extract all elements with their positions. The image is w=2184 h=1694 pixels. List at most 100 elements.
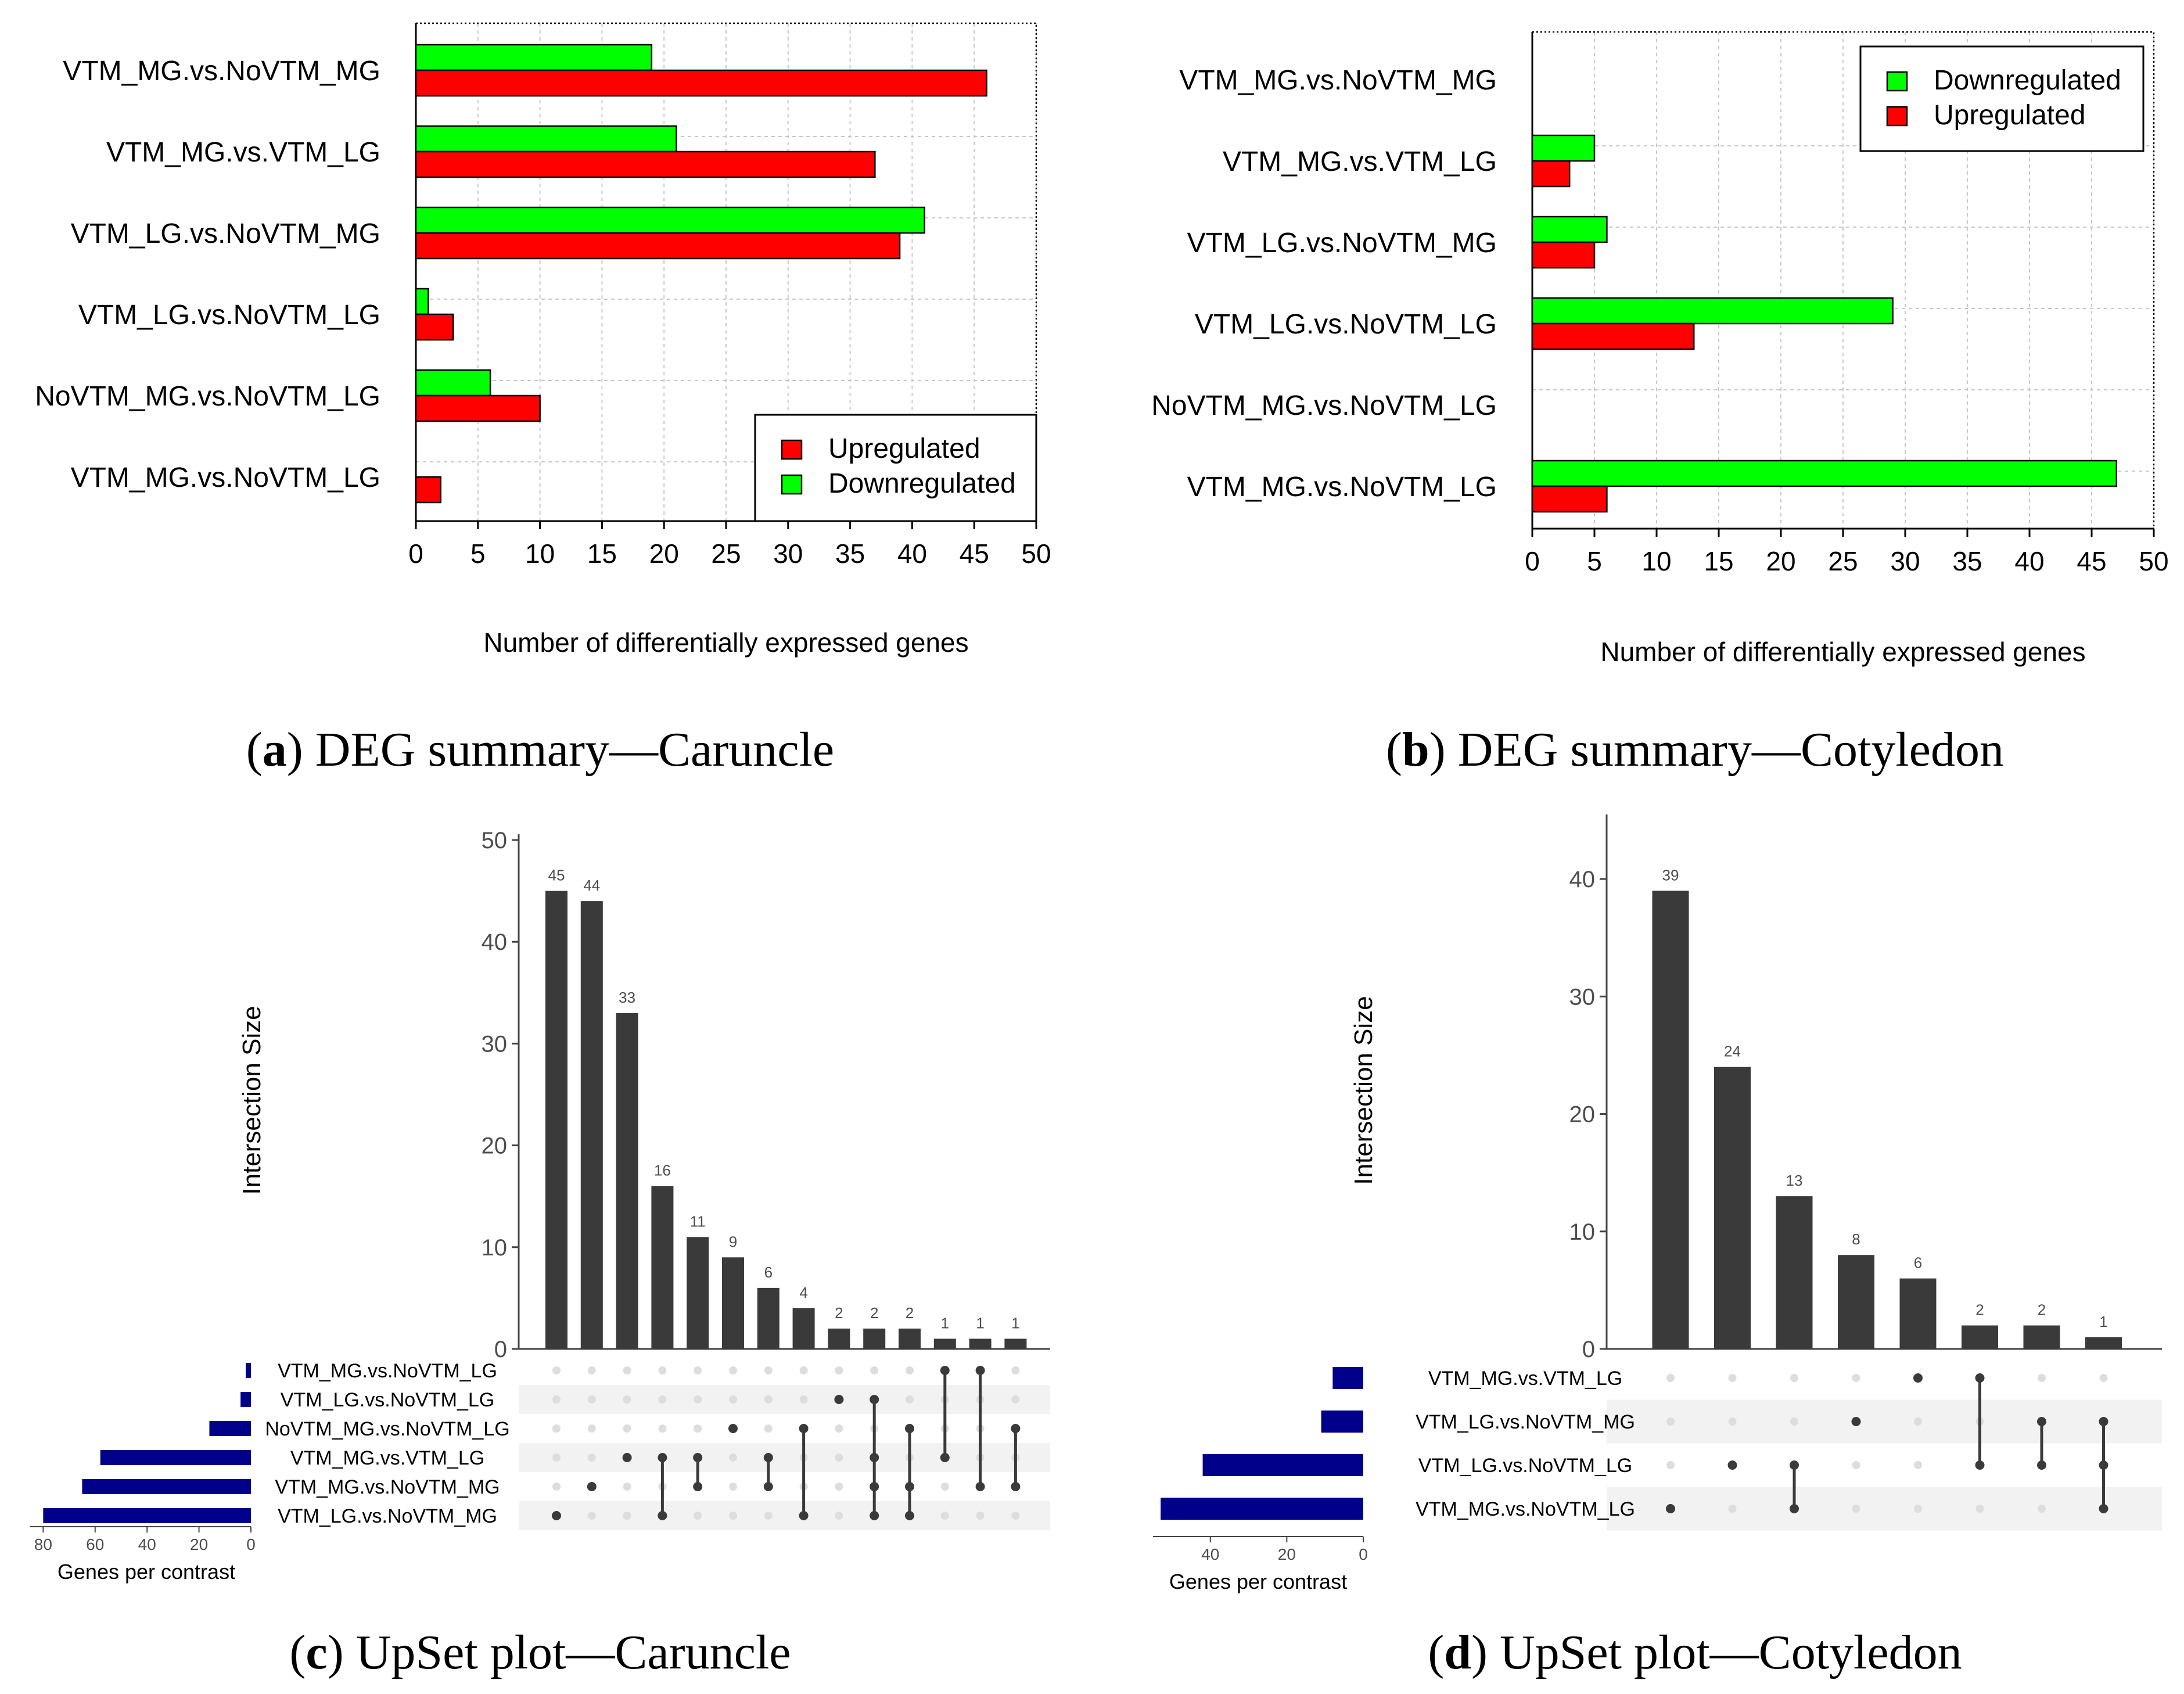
x-tick-label: 20: [649, 539, 679, 569]
matrix-dot-inactive: [729, 1483, 737, 1491]
matrix-dot-inactive: [835, 1512, 843, 1520]
caption-text: UpSet plot—Cotyledon: [1488, 1625, 1962, 1679]
x-tick-label: 50: [1021, 539, 1051, 569]
chart-d: 0 10 20 30 40 Intersection Size 39 24 13 8 6 2 2 1 VTM…: [1153, 814, 2162, 1593]
set-size-tick-label: 40: [138, 1535, 156, 1553]
intersection-count-label: 6: [764, 1264, 773, 1281]
intersection-bar: [1899, 1278, 1937, 1349]
y-tick-label: 40: [1569, 867, 1596, 892]
matrix-stripe: [519, 1385, 1050, 1414]
bar-upregulated: [415, 313, 454, 341]
matrix-dot-inactive: [764, 1424, 773, 1433]
bar-downregulated: [415, 206, 926, 234]
matrix-dot-inactive: [587, 1395, 596, 1404]
set-size-bar: [240, 1392, 251, 1407]
matrix-dot-inactive: [2038, 1374, 2046, 1382]
x-tick-label: 40: [897, 539, 927, 569]
matrix-dot-inactive: [694, 1366, 702, 1374]
intersection-count-label: 9: [729, 1233, 737, 1250]
matrix-dot-inactive: [552, 1366, 561, 1374]
legend-box: [1859, 45, 2145, 152]
matrix-dot-active: [693, 1453, 703, 1462]
intersection-bar: [616, 1013, 638, 1349]
intersection-count-label: 24: [1724, 1043, 1741, 1060]
matrix-dot-active: [799, 1424, 809, 1433]
intersection-count-label: 33: [619, 989, 635, 1006]
matrix-dot-active: [975, 1366, 985, 1375]
bar-downregulated: [415, 288, 429, 315]
intersection-bar: [899, 1328, 921, 1349]
y-tick-label: 10: [482, 1235, 508, 1261]
set-label: VTM_LG.vs.NoVTM_MG: [1416, 1411, 1635, 1433]
matrix-dot-active: [728, 1424, 738, 1433]
category-label: NoVTM_MG.vs.NoVTM_LG: [35, 381, 380, 412]
matrix-dot-active: [587, 1482, 597, 1491]
matrix-dot-inactive: [1852, 1374, 1860, 1382]
x-tick-label: 40: [2014, 546, 2044, 576]
intersection-bar: [933, 1338, 956, 1349]
intersection-bar: [2085, 1337, 2122, 1349]
intersection-bar: [1714, 1067, 1751, 1349]
legend-swatch: [781, 439, 803, 460]
set-size-bar: [100, 1450, 252, 1465]
y-tick-label: 20: [1569, 1102, 1596, 1128]
matrix-dot-inactive: [694, 1424, 702, 1433]
intersection-count-label: 2: [870, 1304, 878, 1322]
matrix-dot-active: [763, 1453, 773, 1462]
intersection-bar: [1004, 1338, 1027, 1349]
x-tick-label: 20: [1766, 546, 1795, 576]
matrix-dot-active: [905, 1482, 914, 1491]
matrix-dot-inactive: [1852, 1505, 1860, 1513]
matrix-dot-active: [1851, 1417, 1861, 1426]
intersection-bar: [1652, 891, 1689, 1349]
matrix-dot-inactive: [1011, 1366, 1020, 1374]
x-tick-label: 5: [1587, 546, 1602, 576]
bar-upregulated: [1531, 322, 1695, 350]
intersection-bar: [828, 1328, 850, 1349]
matrix-dot-active: [905, 1511, 914, 1520]
matrix-stripe: [1607, 1399, 2162, 1444]
set-label: VTM_MG.vs.NoVTM_MG: [275, 1476, 500, 1498]
intersection-count-label: 8: [1852, 1230, 1860, 1248]
matrix-stripe: [1607, 1487, 2162, 1531]
intersection-count-label: 1: [941, 1314, 949, 1331]
y-tick-label: 20: [482, 1133, 508, 1159]
intersection-count-label: 39: [1662, 866, 1679, 884]
matrix-dot-inactive: [835, 1453, 843, 1462]
matrix-dot-inactive: [835, 1483, 843, 1491]
x-tick-label: 10: [525, 539, 555, 569]
matrix-dot-active: [2099, 1460, 2108, 1470]
matrix-dot-active: [763, 1482, 773, 1491]
matrix-dot-inactive: [906, 1366, 914, 1374]
caption-d: (d) UpSet plot—Cotyledon: [1428, 1625, 1962, 1679]
matrix-dot-inactive: [1728, 1505, 1737, 1513]
matrix-dot-inactive: [729, 1512, 737, 1520]
intersection-count-label: 6: [1914, 1254, 1922, 1272]
matrix-dot-inactive: [1666, 1374, 1675, 1382]
set-size-tick-label: 80: [34, 1535, 52, 1553]
matrix-dot-inactive: [835, 1424, 843, 1433]
intersection-bar: [651, 1186, 674, 1349]
set-size-tick-label: 0: [246, 1535, 256, 1553]
x-tick-label: 30: [773, 539, 803, 569]
category-label: VTM_LG.vs.NoVTM_MG: [1187, 228, 1497, 259]
intersection-bar: [1962, 1325, 1998, 1349]
matrix-dot-inactive: [587, 1453, 596, 1462]
matrix-dot-inactive: [694, 1395, 702, 1404]
intersection-count-label: 2: [906, 1304, 914, 1322]
matrix-stripe: [519, 1443, 1050, 1472]
category-label: VTM_MG.vs.NoVTM_LG: [71, 462, 380, 493]
set-label: VTM_MG.vs.VTM_LG: [1428, 1368, 1622, 1390]
matrix-dot-inactive: [2038, 1505, 2046, 1513]
y-tick-label: 30: [482, 1031, 508, 1057]
intersection-count-label: 1: [976, 1314, 984, 1331]
legend-label: Downregulated: [1934, 65, 2121, 96]
matrix-dot-inactive: [729, 1366, 737, 1374]
bar-upregulated: [415, 476, 441, 504]
intersection-count-label: 2: [835, 1304, 843, 1322]
set-label: VTM_MG.vs.VTM_LG: [290, 1447, 484, 1469]
matrix-dot-inactive: [694, 1512, 702, 1520]
matrix-dot-active: [834, 1395, 844, 1404]
